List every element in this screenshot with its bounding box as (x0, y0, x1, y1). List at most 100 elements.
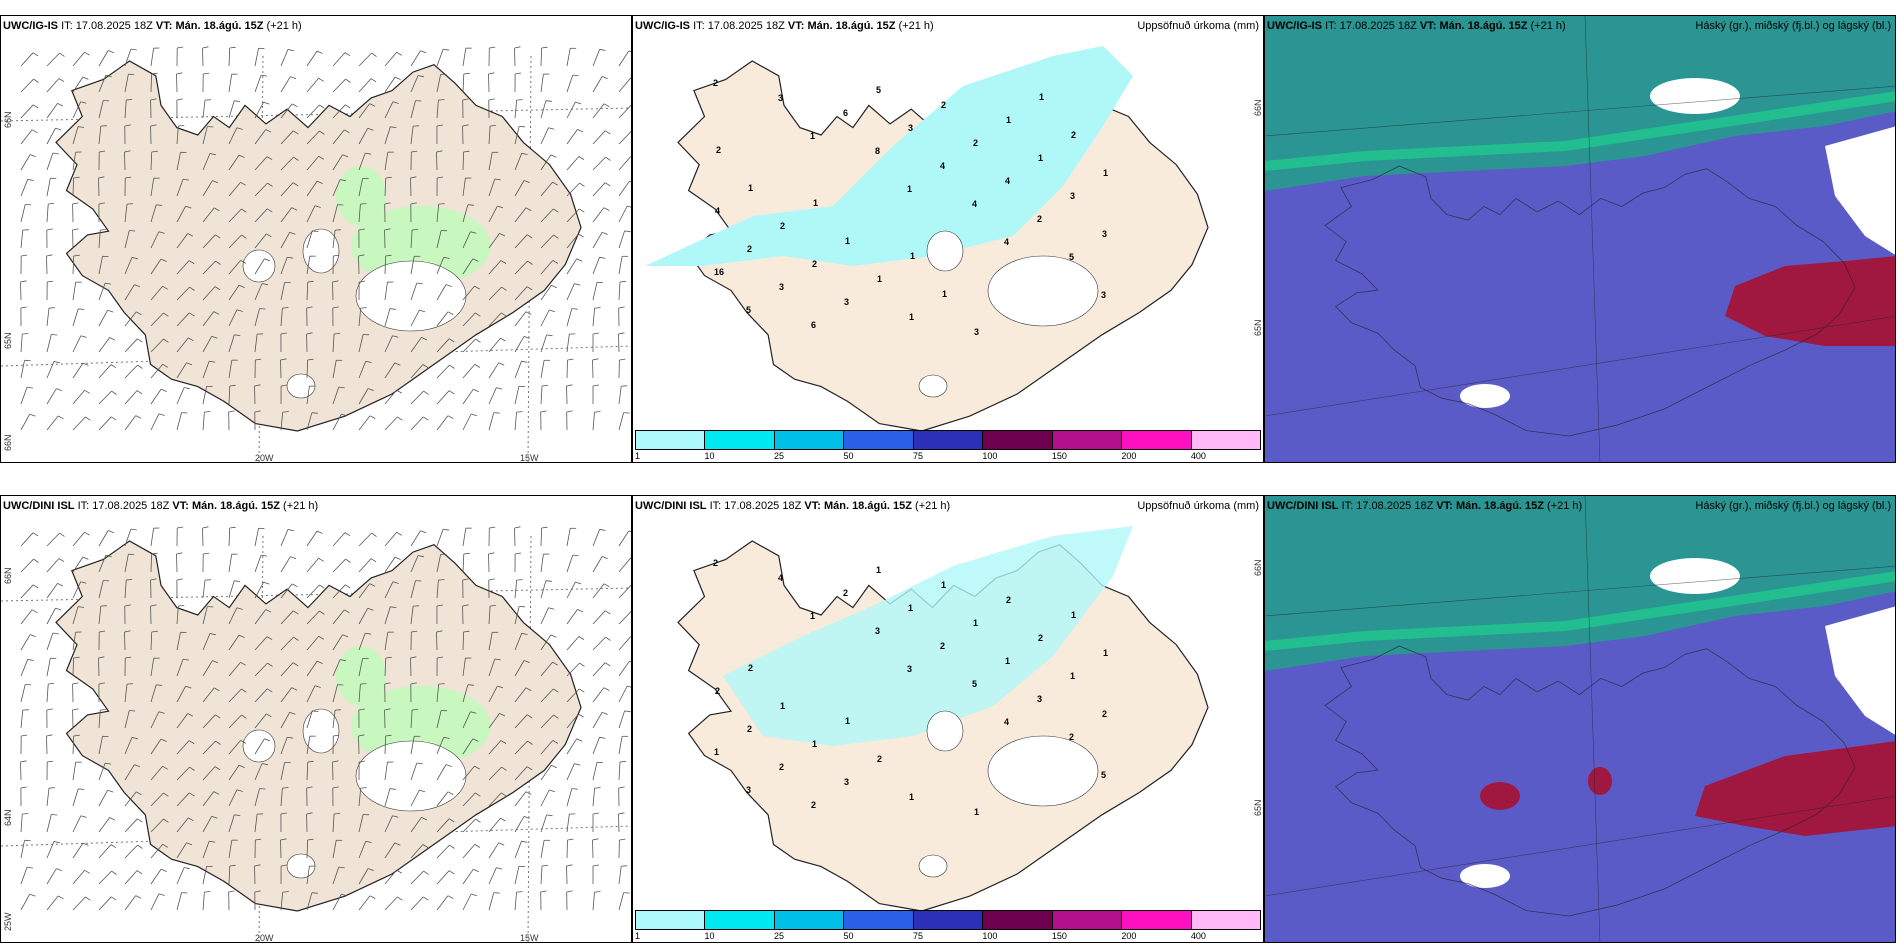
wind-barb (592, 232, 603, 249)
wind-barb-flag (59, 532, 65, 537)
wind-barb (254, 102, 264, 119)
colorbar-segment (1052, 431, 1123, 449)
clear-area (1650, 78, 1740, 114)
wind-barb (514, 740, 528, 755)
wind-barb-flag (84, 389, 90, 394)
wind-barb-flag (110, 364, 117, 369)
wind-barb (306, 866, 310, 885)
wet-area (336, 646, 386, 706)
wind-barb-flag (447, 415, 454, 419)
wind-barb-flag (340, 179, 346, 182)
wind-barb-flag (422, 844, 429, 848)
wind-barb (592, 892, 595, 911)
wind-barb-flag (576, 738, 583, 742)
wind-barb (566, 688, 580, 703)
model-name: UWC/DINI ISL (635, 500, 707, 512)
wind-barb (592, 762, 598, 781)
wind-barb (228, 607, 238, 625)
wind-barb (358, 103, 371, 119)
precip-value: 3 (875, 626, 880, 636)
wind-barb-flag (345, 584, 351, 589)
precip-value: 2 (941, 100, 946, 110)
lead-time: (+21 h) (1530, 20, 1566, 32)
wind-barb (124, 528, 132, 547)
precip-value: 3 (907, 664, 912, 674)
it-label: IT: (709, 500, 722, 512)
wind-barb (410, 75, 419, 93)
wind-barb-flag (523, 180, 530, 183)
wind-barb (618, 736, 623, 755)
wind-barb-flag (448, 338, 455, 343)
wind-barb (150, 48, 154, 67)
wind-barb-flag (162, 843, 169, 848)
wind-barb (410, 50, 421, 67)
wind-barb-flag (577, 609, 584, 613)
wind-barb (254, 208, 268, 223)
colorbar-ticks: 1 10 25 50 75 100 150 200 400 (635, 931, 1261, 942)
wind-barb (358, 128, 369, 145)
lat-label: 66N (3, 567, 13, 584)
wind-barb-flag (437, 656, 444, 659)
precip-value: 1 (974, 807, 979, 817)
wind-barb-flag (80, 815, 87, 818)
wind-barb (592, 529, 601, 547)
wind-barb-flag (494, 178, 501, 181)
wind-barb (254, 609, 267, 625)
colorbar-tick: 400 (1190, 931, 1206, 941)
wind-barb-flag (333, 254, 340, 257)
precip-value: 1 (1039, 92, 1044, 102)
lat-label: 65N (1253, 799, 1263, 816)
wind-barb (20, 584, 34, 599)
wind-barb (20, 386, 28, 405)
wind-barb-flag (370, 78, 377, 83)
precip-value: 2 (748, 663, 753, 673)
wind-barb (384, 869, 397, 885)
wind-barb-flag (46, 734, 53, 737)
wind-barb (410, 844, 424, 859)
wind-barb (566, 74, 574, 93)
wind-barb-flag (318, 557, 324, 562)
precip-value: 2 (877, 754, 882, 764)
wind-barb-flag (160, 388, 167, 392)
wind-barb (540, 385, 543, 405)
wind-barb (254, 129, 267, 145)
glacier (242, 249, 276, 283)
wind-barb-flag (601, 712, 608, 715)
wind-barb-flag (411, 630, 418, 633)
wind-barb (436, 844, 450, 859)
clear-area (1460, 384, 1510, 408)
wind-barb (410, 896, 424, 911)
wind-barb (462, 893, 472, 911)
wind-barb (124, 284, 135, 301)
wind-barb (20, 840, 25, 859)
wind-barb-flag (111, 390, 117, 395)
wind-barb-flag (489, 526, 496, 529)
wind-barb (176, 152, 181, 171)
wind-barb (202, 660, 213, 677)
wind-barb-flag (592, 838, 599, 841)
wind-barb (436, 284, 447, 301)
glacier (302, 708, 340, 754)
wind-barb-flag (209, 153, 216, 156)
wind-barb (436, 528, 444, 547)
cloud-map (1265, 496, 1895, 942)
wind-barb-flag (500, 260, 507, 264)
wind-barb (332, 634, 343, 651)
wind-barb (410, 337, 422, 353)
wind-barb (514, 714, 528, 729)
wind-barb-flag (448, 390, 455, 395)
wind-barb (410, 126, 414, 145)
wind-barb-flag (85, 896, 91, 901)
wind-barb (306, 584, 320, 599)
wind-barb-flag (125, 656, 132, 659)
wind-barb-flag (184, 867, 190, 870)
wind-barb-flag (470, 711, 477, 714)
wind-barb-flag (261, 554, 268, 557)
wind-barb (514, 126, 520, 145)
wind-barb (358, 684, 361, 703)
wind-barb-flag (619, 280, 626, 283)
high-cloud (1725, 256, 1895, 346)
wind-barb-flag (261, 74, 268, 77)
wind-barb (202, 260, 216, 275)
wind-barb-flag (623, 892, 630, 894)
